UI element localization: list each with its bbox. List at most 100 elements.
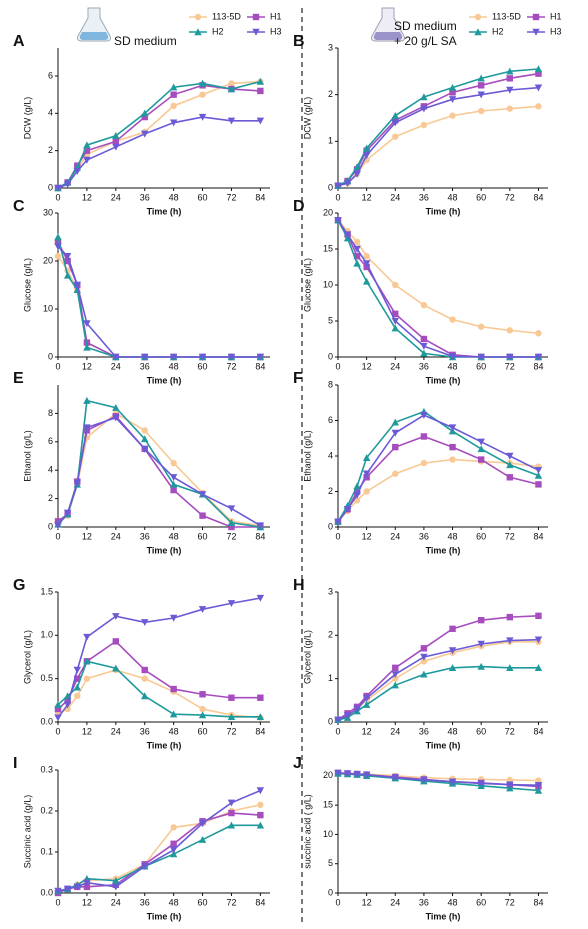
data-point — [477, 662, 485, 670]
data-point — [83, 141, 91, 149]
y-tick-label: 6 — [48, 436, 53, 446]
data-line — [337, 458, 539, 523]
data-point — [392, 133, 399, 140]
y-axis-label: DCW (g/L) — [302, 97, 312, 140]
data-point — [54, 700, 62, 708]
y-axis-label: Glucose (g/L) — [302, 258, 312, 312]
data-point — [54, 522, 62, 530]
data-point — [448, 96, 457, 104]
data-point — [420, 301, 428, 309]
data-line — [337, 219, 539, 358]
y-tick-label: 5 — [328, 315, 333, 325]
data-point — [362, 454, 371, 461]
x-tick-label: 60 — [476, 192, 486, 202]
y-axis-label: succinic acid ( g/L) — [302, 794, 312, 869]
x-axis-label: Time (h) — [426, 740, 461, 750]
x-tick-label: 48 — [169, 531, 179, 541]
x-tick-label: 72 — [226, 726, 236, 736]
x-tick-label: 84 — [255, 897, 265, 907]
data-point — [448, 424, 457, 432]
data-point — [73, 683, 81, 691]
data-line — [57, 669, 261, 719]
legend-label: 113-5D — [492, 11, 521, 21]
data-point — [535, 330, 542, 337]
x-tick-label: 0 — [335, 192, 340, 202]
y-axis-label: Ethanol (g/L) — [302, 430, 312, 482]
x-tick-label: 24 — [390, 726, 400, 736]
x-axis-label: Time (h) — [147, 206, 182, 216]
x-tick-label: 48 — [448, 897, 458, 907]
data-point — [83, 675, 91, 682]
x-tick-label: 24 — [111, 361, 121, 371]
data-point — [54, 714, 62, 722]
y-tick-label: 5 — [328, 858, 333, 868]
panel-label: A — [13, 33, 25, 50]
x-tick-label: 72 — [226, 361, 236, 371]
y-tick-label: 6 — [328, 415, 333, 425]
data-line — [57, 597, 261, 719]
data-point — [199, 691, 206, 698]
data-point — [112, 883, 120, 891]
data-point — [362, 700, 371, 708]
y-tick-label: 2 — [48, 493, 53, 503]
y-tick-label: 20 — [43, 255, 53, 265]
legend-label: H3 — [550, 26, 562, 36]
x-tick-label: 48 — [448, 531, 458, 541]
x-tick-label: 84 — [533, 361, 543, 371]
data-point — [83, 633, 91, 641]
data-point — [228, 523, 235, 531]
y-tick-label: 2 — [328, 486, 333, 496]
x-tick-label: 60 — [476, 531, 486, 541]
data-point — [391, 111, 399, 119]
data-point — [334, 769, 342, 777]
x-tick-label: 60 — [476, 897, 486, 907]
legend-marker — [194, 13, 202, 21]
data-point — [54, 243, 62, 251]
data-point — [169, 83, 178, 91]
data-point — [535, 70, 542, 77]
data-point — [63, 271, 72, 279]
data-point — [477, 780, 485, 788]
x-tick-label: 36 — [140, 897, 150, 907]
y-tick-label: 8 — [48, 408, 53, 418]
y-tick-label: 1 — [328, 673, 333, 683]
data-point — [54, 184, 62, 192]
data-point — [73, 168, 81, 175]
data-line — [57, 116, 261, 189]
x-axis-label: Time (h) — [426, 545, 461, 555]
data-point — [535, 103, 542, 110]
data-point — [112, 404, 120, 411]
x-tick-label: 12 — [362, 531, 372, 541]
data-point — [362, 771, 371, 779]
x-tick-label: 12 — [362, 192, 372, 202]
y-axis-label: Glycerol (g/L) — [22, 630, 32, 684]
data-point — [54, 253, 62, 260]
y-axis-label: DCW (g/L) — [22, 97, 32, 140]
data-point — [506, 637, 514, 645]
data-point — [420, 459, 428, 467]
data-point — [112, 638, 120, 645]
legend-label: H2 — [492, 26, 504, 36]
data-point — [392, 675, 399, 682]
data-point — [448, 778, 457, 786]
data-point — [477, 445, 485, 453]
data-point — [170, 486, 177, 494]
data-point — [63, 701, 72, 709]
x-tick-label: 60 — [198, 192, 208, 202]
data-point — [112, 414, 120, 422]
x-tick-label: 12 — [82, 531, 92, 541]
data-point — [477, 91, 485, 99]
legend-label: H3 — [270, 26, 282, 36]
data-point — [199, 91, 206, 98]
data-point — [141, 109, 149, 117]
data-point — [83, 396, 91, 404]
x-tick-label: 72 — [505, 726, 515, 736]
data-point — [228, 694, 235, 701]
data-line — [57, 660, 261, 718]
data-point — [257, 801, 264, 809]
data-point — [534, 786, 543, 794]
y-tick-label: 0 — [328, 351, 333, 361]
data-point — [391, 324, 399, 332]
data-point — [198, 353, 207, 361]
x-tick-label: 36 — [419, 897, 429, 907]
